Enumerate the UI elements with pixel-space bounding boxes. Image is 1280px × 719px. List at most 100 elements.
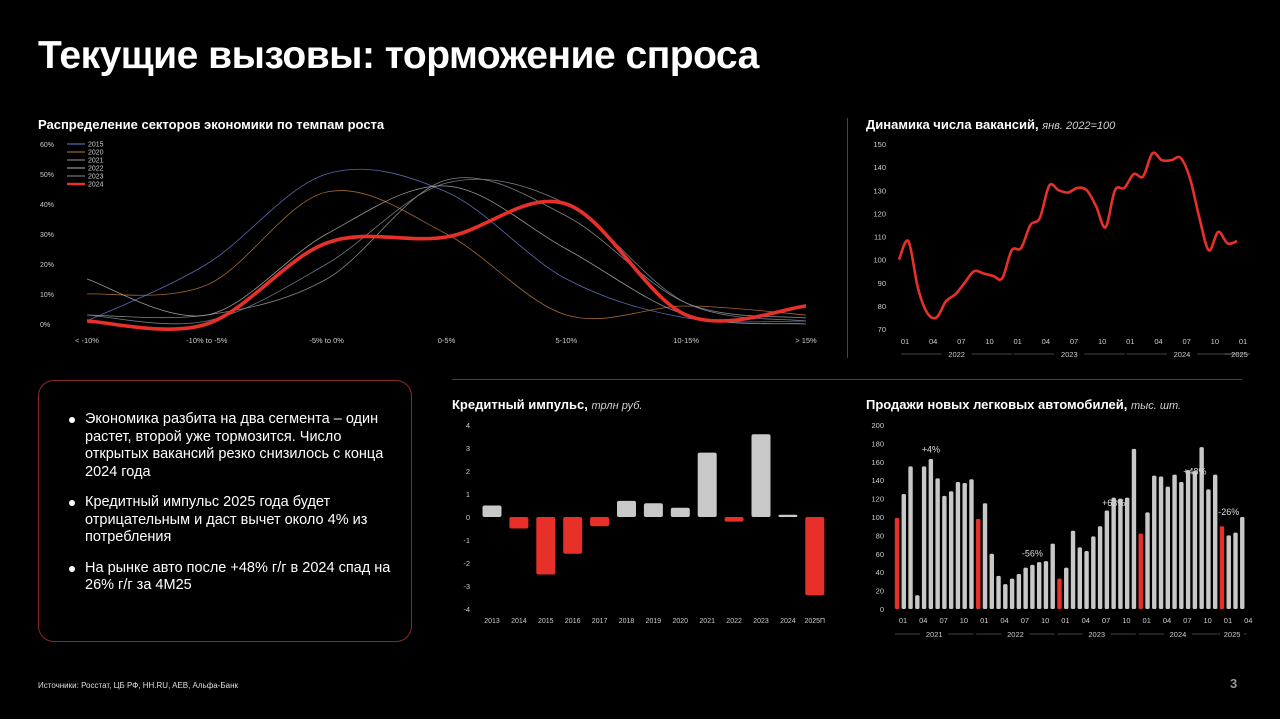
summary-box: Экономика разбита на два сегмента – один… (38, 380, 412, 642)
x-tick-label: 01 (1224, 616, 1232, 625)
car-sales-bar (1172, 474, 1177, 609)
car-sales-bar (908, 466, 913, 609)
car-sales-bar (962, 482, 967, 609)
car-sales-bar (1036, 562, 1042, 609)
yoy-annotation: +48% (1183, 467, 1206, 477)
summary-list: Экономика разбита на два сегмента – один… (69, 411, 399, 608)
year-label: 2023 (1088, 630, 1105, 639)
car-sales-bar (948, 491, 954, 609)
x-tick-label: > 15% (795, 336, 817, 345)
y-tick-label: 3 (466, 444, 470, 453)
y-tick-label: 200 (871, 421, 884, 430)
sectors-chart-title: Распределение секторов экономики по темп… (38, 117, 385, 132)
car-sales-bar (894, 517, 900, 609)
car-sales-bar (942, 495, 947, 609)
legend-label: 2021 (88, 158, 104, 165)
summary-bullet: Кредитный импульс 2025 года будет отрица… (69, 494, 399, 547)
car-sales-bar (1070, 530, 1076, 609)
credit-impulse-bar (724, 517, 744, 522)
year-label: 2023 (1061, 350, 1078, 359)
car-sales-bar (1152, 475, 1157, 609)
credit-impulse-bar (697, 452, 717, 517)
car-sales-bar (1030, 564, 1035, 609)
x-tick-label: 5-10% (555, 336, 577, 345)
y-tick-label: 140 (873, 163, 886, 172)
credit-impulse-bar (509, 517, 529, 529)
legend-label: 2015 (88, 142, 104, 149)
credit-impulse-bar (643, 503, 663, 517)
y-tick-label: 20 (876, 587, 884, 596)
car-sales-bar (1131, 448, 1137, 609)
vacancies-chart-title: Динамика числа вакансий, янв. 2022=100 (866, 117, 1116, 132)
summary-bullet: На рынке авто после +48% г/г в 2024 спад… (69, 560, 399, 595)
yoy-annotation: +63% (1102, 498, 1125, 508)
x-tick-label: 04 (1244, 616, 1252, 625)
car-sales-bar (1050, 543, 1055, 609)
x-tick-label: 07 (1183, 616, 1191, 625)
vertical-divider (847, 118, 848, 358)
car-sales-bar (1003, 584, 1008, 609)
y-tick-label: 140 (871, 476, 884, 485)
y-tick-label: -4 (463, 605, 470, 614)
series-line-2015 (86, 168, 807, 323)
x-tick-label: 01 (1013, 337, 1021, 346)
x-tick-label: 10-15% (673, 336, 699, 345)
series-line-2020 (86, 190, 807, 320)
credit-impulse-chart: 4 3 2 1 0 -1 -2 -3 -4 2013 2014 2015 2016 2017 2018 201… (463, 421, 825, 625)
x-tick-label: 10 (1211, 337, 1219, 346)
year-label: 2025 (1231, 350, 1248, 359)
car-sales-bar (955, 482, 961, 609)
legend-label: 2022 (88, 166, 104, 173)
car-sales-bar (1077, 547, 1082, 609)
x-tick-label: 04 (1154, 337, 1162, 346)
series-line-2023 (86, 178, 807, 325)
car-sales-bar (1158, 476, 1164, 609)
x-tick-label: 07 (1070, 337, 1078, 346)
y-tick-label: 100 (873, 256, 886, 265)
car-sales-bar (969, 479, 974, 609)
x-tick-label: 10 (960, 616, 968, 625)
car-sales-bar (1023, 567, 1028, 609)
year-label: 2024 (1170, 630, 1187, 639)
y-tick-label: 180 (871, 439, 884, 448)
car-sales-bar (1212, 474, 1218, 609)
car-sales-bar (1226, 535, 1231, 609)
x-tick-label: 04 (1163, 616, 1171, 625)
legend-label: 2024 (88, 182, 104, 189)
credit-impulse-bar (805, 517, 825, 596)
credit-impulse-bar (751, 434, 771, 517)
x-tick-label: 07 (1021, 616, 1029, 625)
x-tick-label: -10% to -5% (186, 336, 228, 345)
car-sales-title: Продажи новых легковых автомобилей, тыс.… (866, 397, 1182, 412)
x-tick-label: 10 (1098, 337, 1106, 346)
y-tick-label: -2 (463, 559, 470, 568)
y-tick-label: 80 (876, 531, 884, 540)
car-sales-bar (901, 494, 906, 609)
x-tick-label: 2014 (511, 618, 527, 625)
x-tick-label: 2018 (619, 618, 635, 625)
y-tick-label: 100 (871, 513, 884, 522)
sectors-distribution-chart: 0% 10% 20% 30% 40% 50% 60% < -10% -10% to -5% -5%… (40, 142, 817, 346)
x-tick-label: 07 (939, 616, 947, 625)
car-sales-bar (1016, 574, 1022, 609)
y-tick-label: 160 (871, 458, 884, 467)
car-sales-bar (1199, 447, 1204, 609)
car-sales-bar (1145, 512, 1150, 609)
x-tick-label: 10 (1203, 616, 1211, 625)
car-sales-bar (976, 518, 981, 609)
x-tick-label: 01 (1061, 616, 1069, 625)
y-tick-label: -1 (463, 536, 470, 545)
x-tick-label: 2021 (699, 618, 715, 625)
car-sales-bar (1138, 533, 1143, 609)
y-tick-label: -3 (463, 582, 470, 591)
page-title: Текущие вызовы: торможение спроса (38, 34, 759, 77)
legend-label: 2020 (88, 150, 104, 157)
x-tick-label: 10 (985, 337, 993, 346)
series-line-2021 (86, 177, 807, 319)
credit-impulse-bar (670, 507, 690, 517)
x-tick-label: 07 (1182, 337, 1190, 346)
car-sales-bar (1233, 532, 1238, 609)
credit-impulse-bar (563, 517, 583, 554)
car-sales-bar (1111, 497, 1116, 609)
car-sales-bar (1084, 551, 1089, 609)
